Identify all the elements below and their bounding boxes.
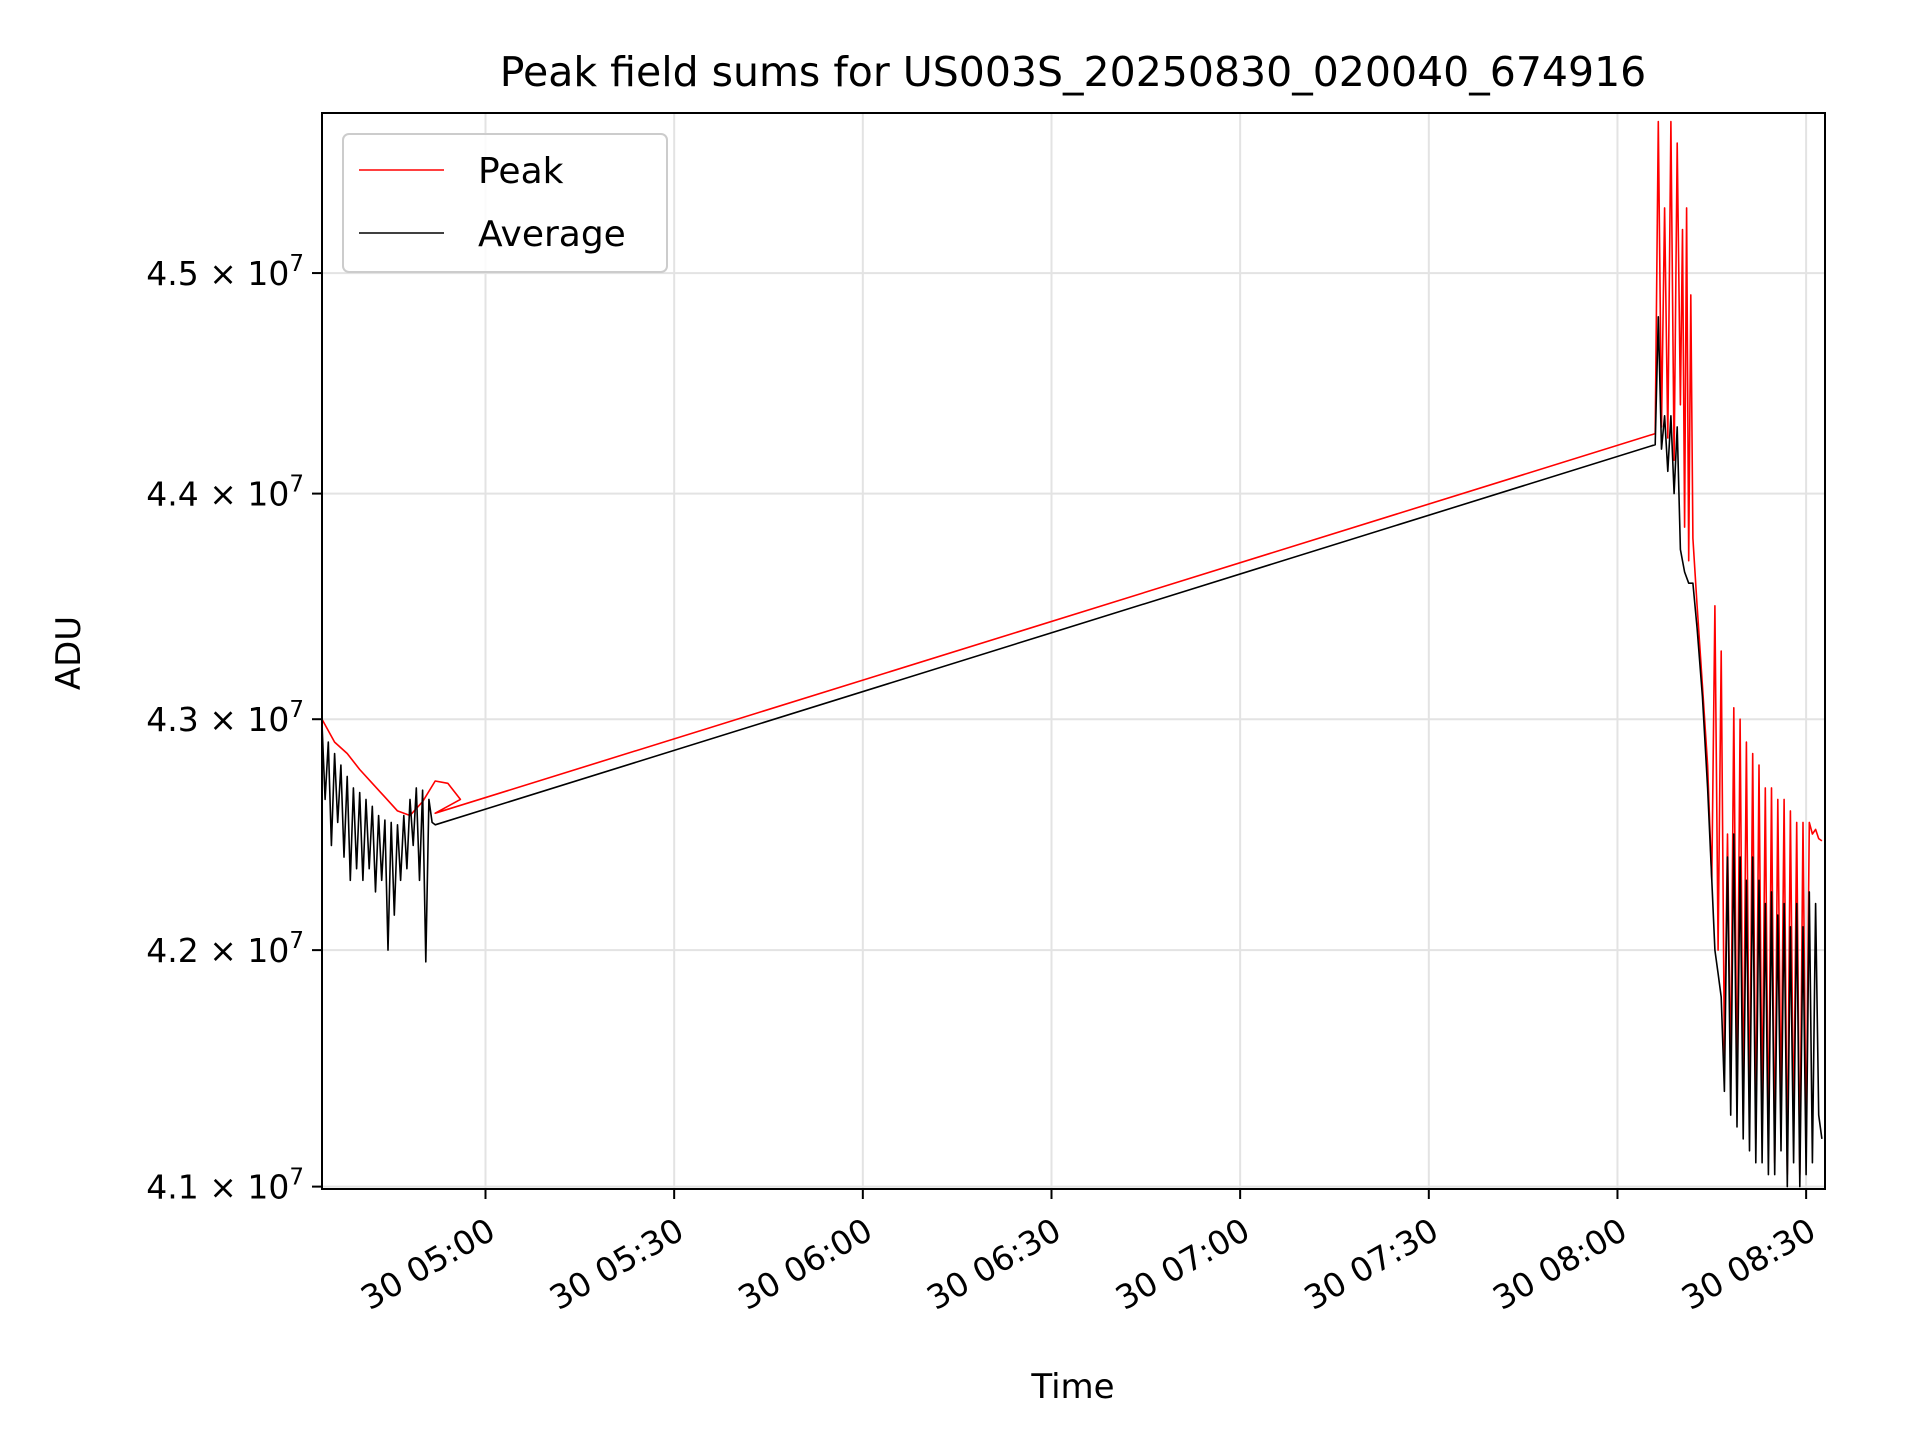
- grid: [322, 113, 1825, 1189]
- y-tick-exponent: 7: [289, 697, 304, 723]
- series-group: [321, 120, 1823, 1188]
- series-line-average: [321, 315, 1823, 1188]
- chart-title: Peak field sums for US003S_20250830_0200…: [500, 48, 1647, 96]
- y-tick-mantissa: 4.2 × 10: [146, 931, 289, 970]
- x-axis-label: Time: [1030, 1367, 1114, 1407]
- y-tick-mantissa: 4.5 × 10: [146, 254, 289, 293]
- y-tick-mantissa: 4.4 × 10: [146, 475, 289, 514]
- y-tick-mantissa: 4.3 × 10: [146, 700, 289, 739]
- y-tick-exponent: 7: [289, 472, 304, 498]
- y-tick-exponent: 7: [289, 928, 304, 954]
- y-tick-label: 4.2 × 107: [146, 928, 304, 970]
- y-tick-label: 4.1 × 107: [146, 1165, 304, 1207]
- y-tick-label: 4.3 × 107: [146, 697, 304, 739]
- legend-box: [342, 133, 668, 273]
- legend: Peak Average: [342, 133, 668, 273]
- y-tick-mantissa: 4.1 × 10: [146, 1168, 289, 1207]
- y-axis-label: ADU: [49, 616, 89, 690]
- y-tick-label: 4.4 × 107: [146, 472, 304, 514]
- y-tick-exponent: 7: [289, 1165, 304, 1191]
- legend-label-peak: Peak: [478, 151, 564, 192]
- legend-label-average: Average: [478, 214, 626, 255]
- plot-frame: [321, 112, 1826, 1190]
- y-tick-exponent: 7: [289, 251, 304, 277]
- y-tick-label: 4.5 × 107: [146, 251, 304, 293]
